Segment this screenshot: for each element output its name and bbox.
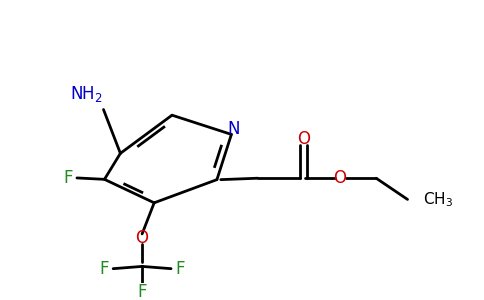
Text: F: F (137, 283, 147, 300)
Text: N: N (227, 120, 240, 138)
Text: O: O (297, 130, 310, 148)
Text: O: O (333, 169, 347, 187)
Text: F: F (175, 260, 184, 278)
Text: O: O (136, 229, 149, 247)
Text: CH$_3$: CH$_3$ (423, 190, 453, 209)
Text: F: F (100, 260, 109, 278)
Text: NH$_2$: NH$_2$ (70, 84, 103, 104)
Text: F: F (63, 169, 73, 187)
